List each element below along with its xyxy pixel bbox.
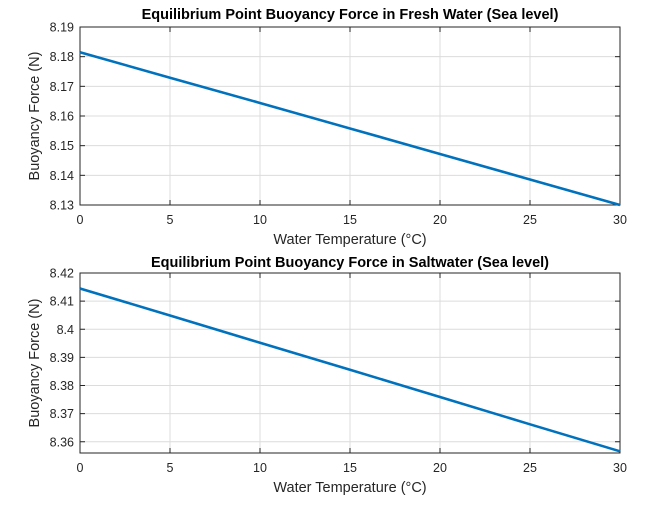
grid-layer bbox=[80, 27, 620, 205]
y-tick-label: 8.41 bbox=[50, 295, 74, 309]
x-axis-label: Water Temperature (°C) bbox=[273, 232, 426, 248]
x-tick-label: 5 bbox=[167, 213, 174, 227]
y-tick-label: 8.15 bbox=[50, 139, 74, 153]
x-tick-label: 0 bbox=[77, 461, 84, 475]
x-tick-label: 25 bbox=[523, 213, 537, 227]
y-tick-label: 8.19 bbox=[50, 21, 74, 35]
y-tick-label: 8.16 bbox=[50, 110, 74, 124]
series-layer bbox=[79, 50, 621, 207]
x-tick-label: 15 bbox=[343, 461, 357, 475]
chart-title: Equilibrium Point Buoyancy Force in Fres… bbox=[142, 7, 559, 23]
chart-title: Equilibrium Point Buoyancy Force in Salt… bbox=[151, 255, 549, 271]
x-tick-label: 10 bbox=[253, 213, 267, 227]
y-tick-label: 8.4 bbox=[57, 323, 74, 337]
x-axis-label: Water Temperature (°C) bbox=[273, 480, 426, 496]
chart-saltwater: 0 5 10 15 20 25 308.368.378.388.398.48.418.42 … bbox=[27, 255, 627, 496]
series-line bbox=[79, 50, 621, 207]
ticks-layer: 0 5 10 15 20 25 30 8.36 8.37 8.38 8.39 8.4 8.41 8.42 bbox=[50, 267, 627, 476]
y-tick-label: 8.36 bbox=[50, 435, 74, 449]
x-tick-label: 25 bbox=[523, 461, 537, 475]
y-tick-label: 8.38 bbox=[50, 379, 74, 393]
x-tick-label: 30 bbox=[613, 213, 627, 227]
x-tick-label: 20 bbox=[433, 461, 447, 475]
series-layer bbox=[79, 287, 621, 453]
x-tick-label: 0 bbox=[77, 213, 84, 227]
y-tick-label: 8.18 bbox=[50, 50, 74, 64]
y-tick-label: 8.14 bbox=[50, 169, 74, 183]
y-tick-label: 8.39 bbox=[50, 351, 74, 365]
grid-layer bbox=[80, 273, 620, 453]
chart-fresh-water: 0 5 10 15 20 25 30 8.13 8.14 8.15 8.16 8.17 8.18 8.19… bbox=[27, 7, 627, 248]
ticks-layer: 0 5 10 15 20 25 30 8.13 8.14 8.15 8.16 8.17 8.18 8.19 bbox=[50, 21, 627, 228]
x-tick-label: 10 bbox=[253, 461, 267, 475]
y-tick-label: 8.37 bbox=[50, 407, 74, 421]
x-tick-label: 5 bbox=[167, 461, 174, 475]
y-axis-label: Buoyancy Force (N) bbox=[27, 299, 43, 428]
y-tick-label: 8.42 bbox=[50, 267, 74, 281]
x-tick-label: 15 bbox=[343, 213, 357, 227]
x-tick-label: 20 bbox=[433, 213, 447, 227]
y-tick-label: 8.13 bbox=[50, 199, 74, 213]
y-tick-label: 8.17 bbox=[50, 80, 74, 94]
x-tick-label: 30 bbox=[613, 461, 627, 475]
y-axis-label: Buoyancy Force (N) bbox=[27, 52, 43, 181]
series-line bbox=[79, 287, 621, 453]
